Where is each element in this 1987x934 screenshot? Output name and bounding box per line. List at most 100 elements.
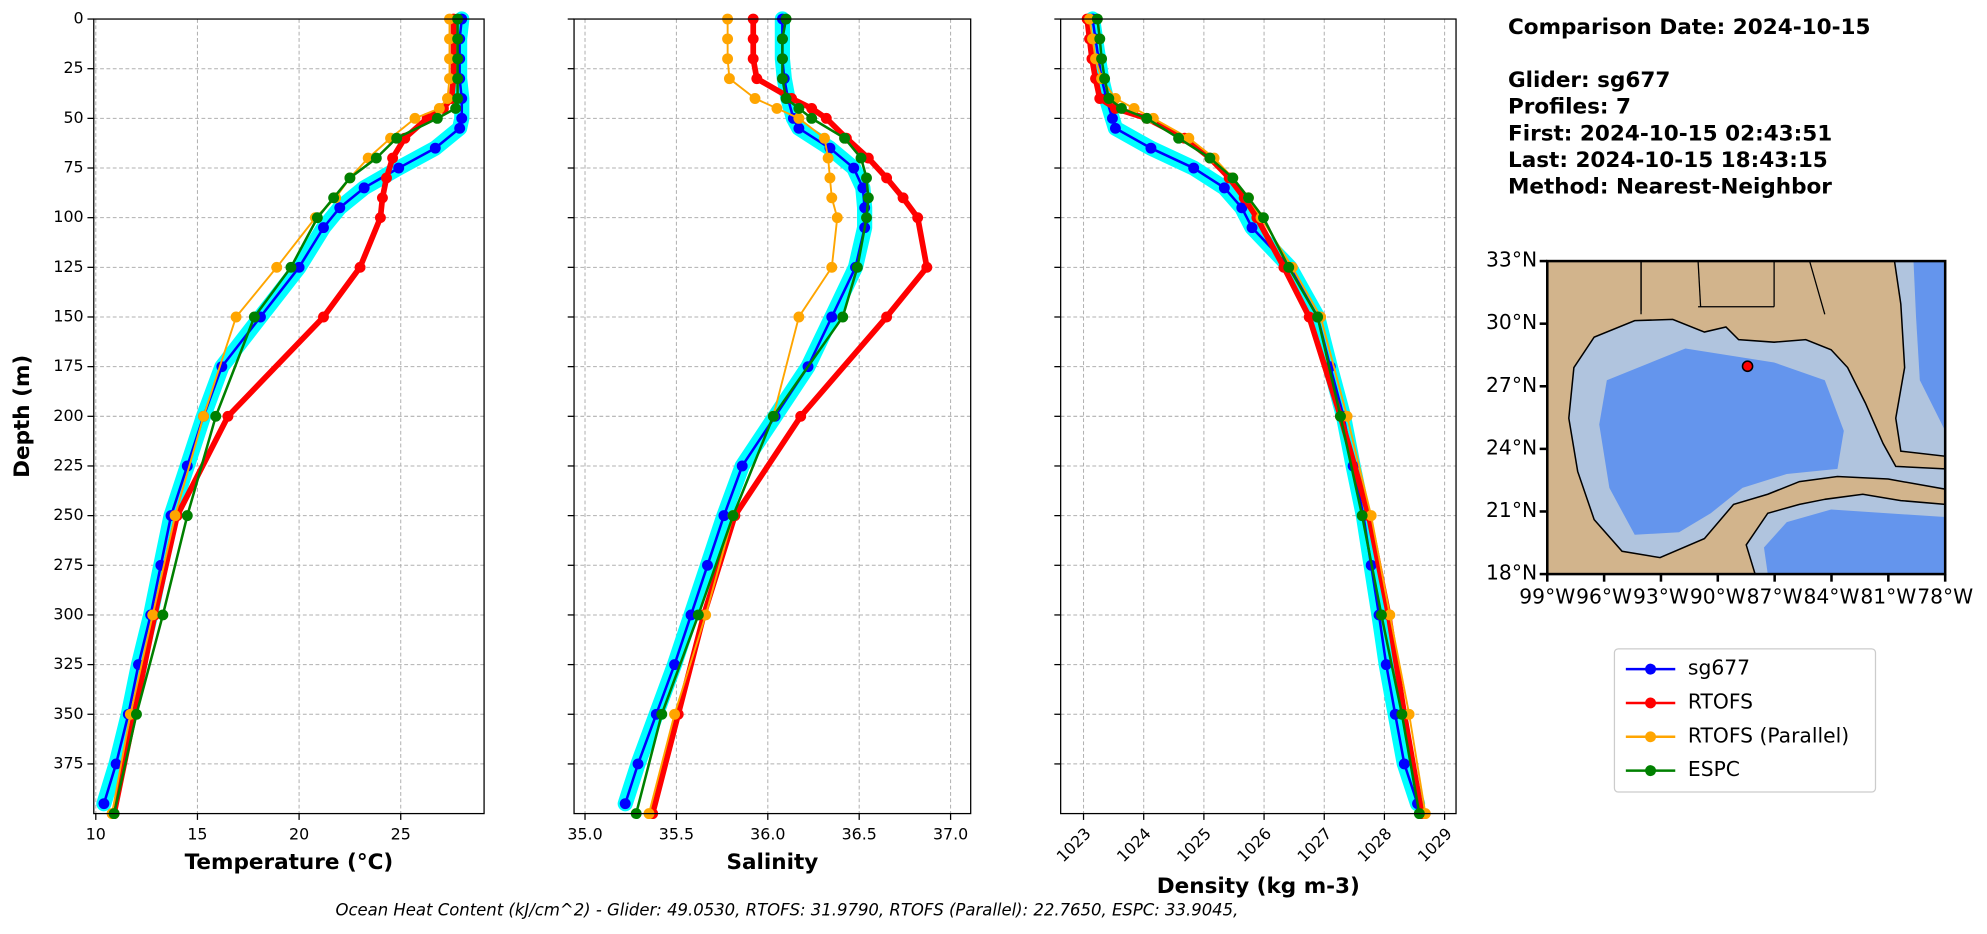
x-tick-label: 1028 bbox=[1354, 824, 1396, 866]
profile-point bbox=[881, 172, 893, 184]
profile-point bbox=[1380, 659, 1392, 671]
glider-profiles bbox=[1084, 11, 1426, 812]
footer: Ocean Heat Content (kJ/cm^2) - Glider: 4… bbox=[335, 901, 1238, 920]
x-tick-label: 1027 bbox=[1293, 824, 1335, 866]
profile-point bbox=[1173, 132, 1185, 144]
profile-point bbox=[1303, 311, 1315, 323]
profile-point bbox=[391, 132, 403, 144]
profile-point bbox=[230, 311, 242, 323]
profile-point bbox=[444, 33, 455, 45]
profile-point bbox=[669, 708, 681, 720]
profile-point bbox=[793, 122, 805, 134]
x-tick-label: 15 bbox=[187, 825, 207, 844]
y-tick-label: 250 bbox=[53, 505, 83, 524]
profile-point bbox=[1094, 33, 1106, 45]
profile-point bbox=[702, 559, 713, 571]
profile-point bbox=[433, 102, 445, 114]
map-y-tick-label: 30°N bbox=[1486, 310, 1537, 334]
profile-point bbox=[442, 93, 453, 104]
y-tick-label: 300 bbox=[53, 604, 83, 623]
y-tick-label: 50 bbox=[63, 108, 83, 127]
x-tick-label: 1025 bbox=[1173, 824, 1215, 866]
x-tick-label: 1023 bbox=[1053, 824, 1095, 866]
profile-point bbox=[387, 152, 399, 164]
profile-point bbox=[1227, 172, 1239, 184]
legend-box bbox=[1613, 648, 1877, 793]
profile-point bbox=[656, 708, 668, 720]
profile-point bbox=[855, 152, 867, 164]
profile-point bbox=[354, 261, 366, 273]
profile-point bbox=[722, 53, 734, 65]
profile-point bbox=[820, 112, 832, 124]
x-tick-label: 36.0 bbox=[750, 825, 785, 844]
y-tick-label: 150 bbox=[53, 306, 83, 325]
map-background bbox=[1547, 261, 1946, 575]
profile-point bbox=[374, 212, 386, 224]
x-axis-label: Density (kg m-3) bbox=[1157, 874, 1360, 899]
x-tick-label: 35.5 bbox=[659, 825, 694, 844]
profile-point bbox=[210, 410, 222, 422]
profile-point bbox=[344, 172, 356, 184]
info-line: First: 2024-10-15 02:43:51 bbox=[1508, 121, 1832, 146]
profile-point bbox=[334, 202, 346, 214]
profile-point bbox=[1096, 53, 1108, 65]
map-y-tick-label: 27°N bbox=[1486, 373, 1537, 397]
profile-point bbox=[1236, 202, 1248, 214]
legend-label: sg677 bbox=[1688, 656, 1750, 680]
profile-point bbox=[1183, 132, 1195, 144]
profile-point bbox=[169, 510, 181, 522]
profile-point bbox=[857, 182, 869, 194]
profile-point bbox=[793, 311, 805, 323]
legend-marker bbox=[1645, 697, 1657, 709]
profile-point bbox=[157, 609, 169, 621]
legend-label: ESPC bbox=[1688, 757, 1740, 781]
profile-point bbox=[409, 112, 421, 124]
glider-location bbox=[1741, 360, 1754, 373]
axes-frame bbox=[93, 18, 485, 815]
profile-point bbox=[776, 33, 788, 45]
profile-point bbox=[837, 311, 849, 323]
x-tick-label: 1026 bbox=[1233, 824, 1275, 866]
profile-point bbox=[222, 410, 234, 422]
profile-point bbox=[110, 758, 122, 770]
profile-point bbox=[454, 122, 466, 134]
y-tick-label: 75 bbox=[63, 158, 83, 177]
map-x-tick-label: 78°W bbox=[1917, 585, 1973, 609]
profile-point bbox=[822, 152, 834, 164]
legend-label: RTOFS bbox=[1688, 689, 1753, 713]
profile-point bbox=[370, 152, 382, 164]
profile-point bbox=[1204, 152, 1216, 164]
profile-point bbox=[751, 73, 763, 85]
profile-point bbox=[1246, 222, 1258, 234]
map-x-tick-label: 84°W bbox=[1804, 585, 1860, 609]
profile-point bbox=[1094, 93, 1106, 104]
profile-point bbox=[848, 162, 860, 174]
profile-point bbox=[431, 112, 443, 124]
profile-point bbox=[318, 222, 329, 234]
profile-point bbox=[198, 410, 209, 422]
profile-point bbox=[1365, 510, 1377, 522]
profile-point bbox=[376, 192, 388, 204]
x-tick-label: 20 bbox=[289, 825, 309, 844]
map-x-tick-label: 87°W bbox=[1747, 585, 1803, 609]
x-axis-label: Salinity bbox=[726, 850, 818, 875]
profile-point bbox=[862, 192, 874, 204]
profile-point bbox=[669, 659, 681, 671]
info-line: Method: Nearest-Neighbor bbox=[1508, 175, 1832, 200]
profile-point bbox=[912, 212, 924, 224]
y-tick-label: 100 bbox=[53, 207, 83, 226]
profile-point bbox=[861, 172, 872, 184]
profile-point bbox=[1218, 182, 1230, 194]
profile-point bbox=[358, 182, 370, 194]
profile-point bbox=[444, 73, 455, 85]
profile-point bbox=[780, 93, 792, 104]
profile-point bbox=[1384, 609, 1396, 621]
profile-point bbox=[692, 609, 704, 621]
profile-point bbox=[318, 311, 329, 323]
profile-point bbox=[722, 33, 734, 45]
map-x-tick-label: 90°W bbox=[1690, 585, 1746, 609]
profile-point bbox=[98, 798, 110, 810]
profile-point bbox=[826, 311, 838, 323]
profile-point bbox=[806, 102, 818, 114]
y-tick-label: 200 bbox=[53, 406, 83, 425]
